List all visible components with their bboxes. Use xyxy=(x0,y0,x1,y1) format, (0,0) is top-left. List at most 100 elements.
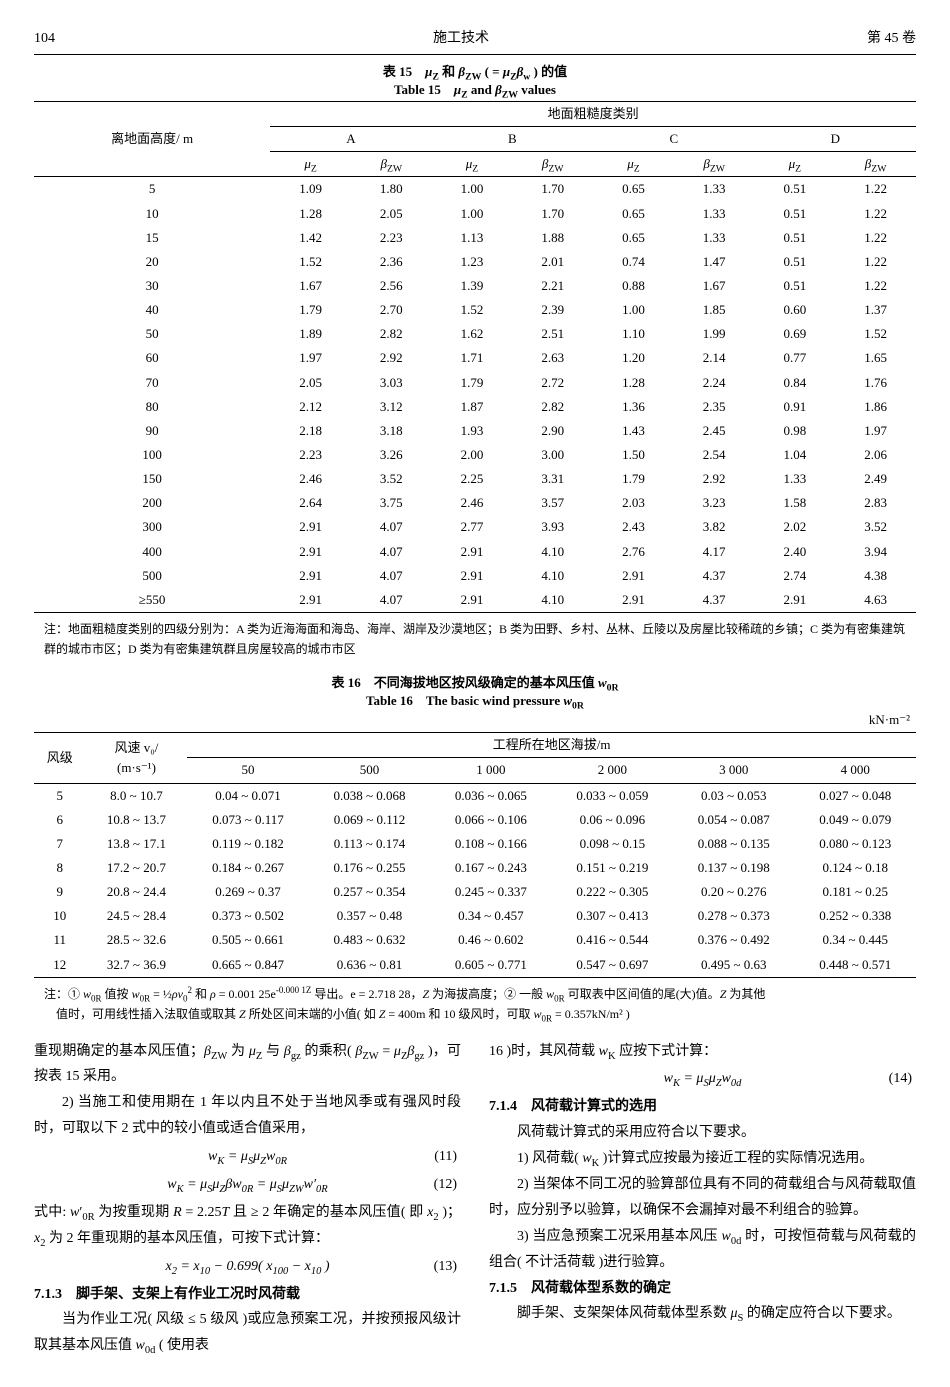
table15-cell: 4.10 xyxy=(512,564,593,588)
table15-cell: 2.91 xyxy=(270,515,351,539)
table15-cell: 4.10 xyxy=(512,540,593,564)
table16-cell: 0.605 ~ 0.771 xyxy=(430,953,551,978)
table16-cell: 13.8 ~ 17.1 xyxy=(86,832,188,856)
table15-cell: 1.50 xyxy=(593,443,674,467)
table15-cell: 4.07 xyxy=(351,588,432,613)
table16-col2: 风速 v₀/(m·s⁻¹) xyxy=(86,733,188,783)
table15-corner: 离地面高度/ m xyxy=(34,102,270,177)
table15-cell: 50 xyxy=(34,322,270,346)
table15-cell: 4.38 xyxy=(835,564,916,588)
table15-cell: 2.64 xyxy=(270,491,351,515)
table16-cell: 0.088 ~ 0.135 xyxy=(673,832,794,856)
p09: 3) 当应急预案工况采用基本风压 w0d 时，可按恒荷载与风荷载的组合( 不计活… xyxy=(489,1224,916,1276)
table16-unit: kN·m⁻² xyxy=(34,710,916,730)
table15-cell: 2.90 xyxy=(512,419,593,443)
table15-cell: 1.23 xyxy=(432,250,513,274)
table15-cell: 2.23 xyxy=(270,443,351,467)
table15-cell: 40 xyxy=(34,298,270,322)
table16-cell: 17.2 ~ 20.7 xyxy=(86,856,188,880)
table15-cell: 4.07 xyxy=(351,564,432,588)
table15-cell: 0.51 xyxy=(755,202,836,226)
table15-cell: 0.88 xyxy=(593,274,674,298)
table16-cell: 0.252 ~ 0.338 xyxy=(795,904,917,928)
table16-cell: 0.049 ~ 0.079 xyxy=(795,808,917,832)
table15-cell: 2.05 xyxy=(351,202,432,226)
table15-cell: 0.69 xyxy=(755,322,836,346)
table15-cell: 1.58 xyxy=(755,491,836,515)
table15-cell: 1.42 xyxy=(270,226,351,250)
table15-cell: 0.77 xyxy=(755,346,836,370)
journal-title: 施工技术 xyxy=(433,28,489,50)
table16-cell: 0.278 ~ 0.373 xyxy=(673,904,794,928)
table15-cell: 2.46 xyxy=(432,491,513,515)
table15-cell: 3.12 xyxy=(351,395,432,419)
table16: 风级 风速 v₀/(m·s⁻¹) 工程所在地区海拔/m 505001 0002 … xyxy=(34,732,916,977)
table15-cell: 0.65 xyxy=(593,177,674,202)
table15-cell: 2.51 xyxy=(512,322,593,346)
table15-cell: 0.91 xyxy=(755,395,836,419)
table15-cell: 3.82 xyxy=(674,515,755,539)
table15-cell: 1.70 xyxy=(512,177,593,202)
table16-altcol: 2 000 xyxy=(552,758,673,783)
table15-cell: 2.91 xyxy=(593,588,674,613)
table15-cell: 1.33 xyxy=(674,177,755,202)
table16-cell: 0.357 ~ 0.48 xyxy=(309,904,430,928)
table15-subheader: βZW xyxy=(351,152,432,177)
table16-altcol: 1 000 xyxy=(430,758,551,783)
table15-cell: 2.24 xyxy=(674,371,755,395)
table16-cell: 0.151 ~ 0.219 xyxy=(552,856,673,880)
table16-cell: 0.033 ~ 0.059 xyxy=(552,783,673,808)
table16-cell: 0.167 ~ 0.243 xyxy=(430,856,551,880)
table15-cell: 3.93 xyxy=(512,515,593,539)
table15-subheader: μZ xyxy=(432,152,513,177)
table15-cell: 2.92 xyxy=(674,467,755,491)
h714: 7.1.4 风荷载计算式的选用 xyxy=(489,1094,916,1120)
table15-note: 注：地面粗糙度类别的四级分别为：A 类为近海海面和海岛、海岸、湖岸及沙漠地区；B… xyxy=(44,619,916,660)
table15-group-label: 地面粗糙度类别 xyxy=(270,102,916,127)
p02: 2) 当施工和使用期在 1 年以内且不处于当地风季或有强风时段时，可取以下 2 … xyxy=(34,1090,461,1142)
table16-cell: 12 xyxy=(34,953,86,978)
table16-cell: 0.34 ~ 0.445 xyxy=(795,928,917,952)
table16-cell: 11 xyxy=(34,928,86,952)
table16-cell: 5 xyxy=(34,783,86,808)
table15-cell: 2.25 xyxy=(432,467,513,491)
table16-cell: 0.073 ~ 0.117 xyxy=(187,808,308,832)
eq13: x2 = x10 − 0.699( x100 − x10 )(13) xyxy=(34,1254,461,1280)
table15-cell: 4.07 xyxy=(351,515,432,539)
table15-cell: 0.60 xyxy=(755,298,836,322)
table15-cell: 3.03 xyxy=(351,371,432,395)
table15-cell: 2.05 xyxy=(270,371,351,395)
table15-cell: 2.91 xyxy=(432,564,513,588)
table15-cell: 1.22 xyxy=(835,226,916,250)
p06: 风荷载计算式的采用应符合以下要求。 xyxy=(489,1120,916,1146)
table15-cell: 2.35 xyxy=(674,395,755,419)
table15-cell: 2.91 xyxy=(755,588,836,613)
table16-cell: 0.20 ~ 0.276 xyxy=(673,880,794,904)
table15-cell: 2.12 xyxy=(270,395,351,419)
table15-cell: 1.09 xyxy=(270,177,351,202)
table15-cell: 2.49 xyxy=(835,467,916,491)
table15-cell: 2.91 xyxy=(432,540,513,564)
eq14: wK = μSμZw0d(14) xyxy=(489,1066,916,1092)
table15-cell: 2.21 xyxy=(512,274,593,298)
table15-cell: 0.84 xyxy=(755,371,836,395)
table16-caption: 表 16 不同海拔地区按风级确定的基本风压值 w0R Table 16 The … xyxy=(34,674,916,710)
table15-cell: 2.46 xyxy=(270,467,351,491)
table15-cell: 20 xyxy=(34,250,270,274)
table16-cell: 6 xyxy=(34,808,86,832)
table15-cell: 10 xyxy=(34,202,270,226)
table15-cell: 2.56 xyxy=(351,274,432,298)
table15-cell: 1.22 xyxy=(835,177,916,202)
table15-cell: 1.10 xyxy=(593,322,674,346)
table15-cell: 0.65 xyxy=(593,202,674,226)
table15-caption-en: Table 15 μZ and βZW values xyxy=(394,82,556,97)
table15-cell: 4.07 xyxy=(351,540,432,564)
table16-cell: 0.376 ~ 0.492 xyxy=(673,928,794,952)
table16-cell: 0.027 ~ 0.048 xyxy=(795,783,917,808)
table15-cell: 2.91 xyxy=(270,588,351,613)
table15-cell: 2.23 xyxy=(351,226,432,250)
table15-cell: 1.80 xyxy=(351,177,432,202)
table16-group-label: 工程所在地区海拔/m xyxy=(187,733,916,758)
table15-cell: 1.28 xyxy=(593,371,674,395)
table15-cell: 2.39 xyxy=(512,298,593,322)
